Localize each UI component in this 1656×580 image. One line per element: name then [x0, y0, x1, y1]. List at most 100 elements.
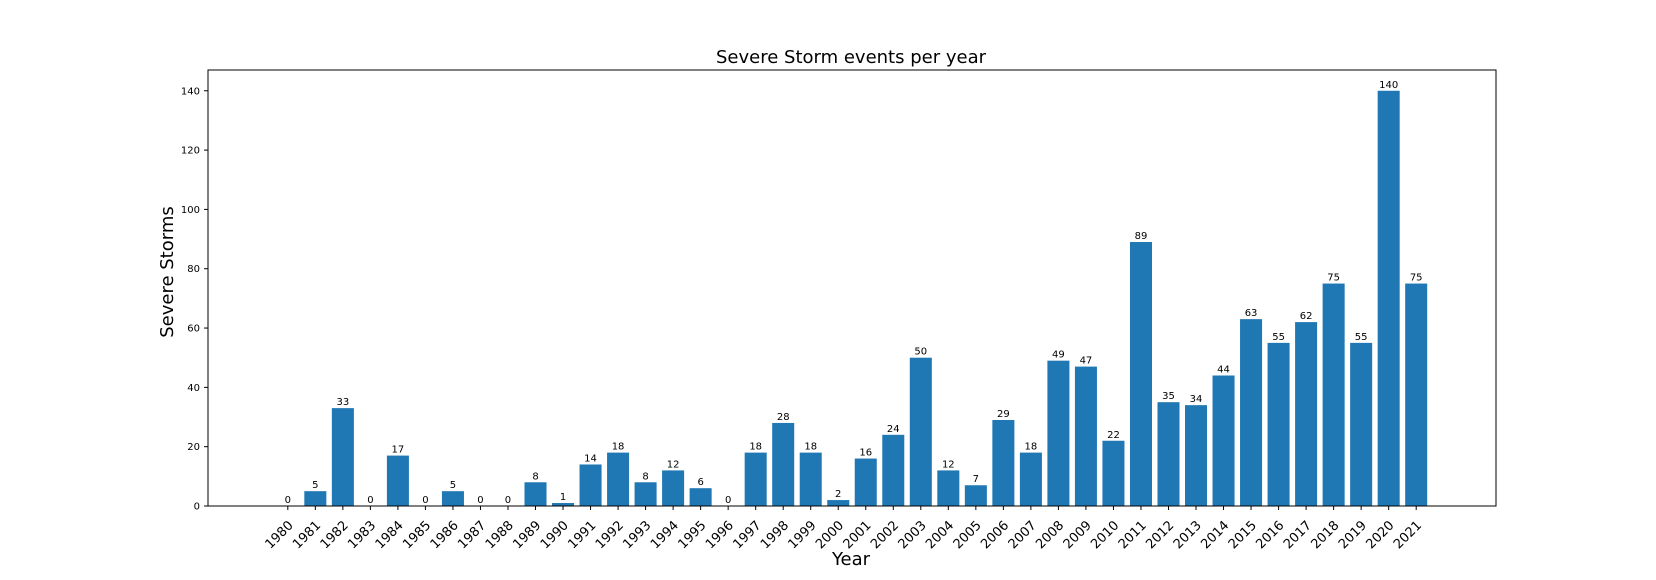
x-tick-label-1992: 1992	[593, 518, 627, 552]
x-tick-label-2018: 2018	[1308, 518, 1342, 552]
data-label-2012: 35	[1162, 391, 1175, 402]
x-tick-label-1982: 1982	[318, 518, 352, 552]
x-tick-label-1994: 1994	[648, 518, 682, 552]
bar-2004	[937, 470, 960, 506]
data-label-1982: 33	[336, 397, 349, 408]
chart-title: Severe Storm events per year	[716, 47, 987, 68]
bar-1984	[386, 455, 409, 506]
data-label-1990: 1	[560, 492, 566, 503]
data-label-1986: 5	[450, 480, 456, 491]
data-label-2018: 75	[1327, 273, 1340, 284]
bar-1997	[744, 452, 767, 506]
bar-2020	[1377, 90, 1400, 506]
x-tick-label-1997: 1997	[730, 518, 764, 552]
x-tick-label-2005: 2005	[951, 518, 985, 552]
x-tick-label-1981: 1981	[290, 518, 324, 552]
data-label-1981: 5	[312, 480, 318, 491]
x-tick-label-1985: 1985	[400, 518, 434, 552]
x-tick-label-2008: 2008	[1033, 518, 1067, 552]
data-label-2014: 44	[1217, 365, 1230, 376]
x-tick-label-1990: 1990	[538, 518, 572, 552]
x-tick-label-1995: 1995	[675, 518, 709, 552]
x-tick-label-2006: 2006	[978, 518, 1012, 552]
data-label-2016: 55	[1272, 332, 1285, 343]
axes-frame	[207, 69, 1497, 507]
bar-2002	[882, 434, 905, 506]
bar-1995	[689, 488, 712, 506]
bar-2018	[1322, 283, 1345, 506]
bar-2003	[909, 357, 932, 506]
bar-2007	[1019, 452, 1042, 506]
x-tick-label-1991: 1991	[565, 518, 599, 552]
y-tick-label: 100	[181, 205, 200, 216]
x-tick-label-2009: 2009	[1061, 518, 1095, 552]
data-label-2002: 24	[887, 424, 900, 435]
x-tick-label-1988: 1988	[483, 518, 517, 552]
data-label-1991: 14	[584, 453, 597, 464]
data-label-1999: 18	[804, 442, 817, 453]
bar-2012	[1157, 402, 1180, 506]
data-label-2006: 29	[997, 409, 1010, 420]
x-tick-label-2016: 2016	[1253, 518, 1287, 552]
x-tick-label-2002: 2002	[868, 518, 902, 552]
x-tick-label-2011: 2011	[1116, 518, 1150, 552]
bar-2010	[1102, 440, 1125, 506]
bar-2000	[827, 500, 850, 506]
bar-1998	[772, 422, 795, 506]
bar-2017	[1295, 322, 1318, 506]
data-label-2005: 7	[973, 474, 979, 485]
data-label-2001: 16	[859, 448, 872, 459]
x-tick-label-2014: 2014	[1198, 518, 1232, 552]
x-tick-label-2015: 2015	[1226, 518, 1260, 552]
data-label-1992: 18	[612, 442, 625, 453]
y-tick-label: 20	[187, 442, 200, 453]
x-tick-label-2007: 2007	[1006, 518, 1040, 552]
bar-1986	[441, 491, 464, 506]
x-tick-label-1986: 1986	[428, 518, 462, 552]
y-tick-label: 140	[181, 86, 200, 97]
data-label-1985: 0	[422, 495, 428, 506]
x-tick-label-2017: 2017	[1281, 518, 1315, 552]
y-tick-label: 40	[187, 383, 200, 394]
x-tick-label-2013: 2013	[1171, 518, 1205, 552]
bar-1982	[331, 408, 354, 506]
x-tick-label-1996: 1996	[703, 518, 737, 552]
data-label-2003: 50	[914, 347, 927, 358]
data-label-2011: 89	[1135, 231, 1148, 242]
x-tick-label-1989: 1989	[510, 518, 544, 552]
x-tick-label-2003: 2003	[896, 518, 930, 552]
bar-1981	[304, 491, 327, 506]
y-tick-label: 120	[181, 146, 200, 157]
data-label-2007: 18	[1025, 442, 1038, 453]
data-label-2015: 63	[1245, 308, 1258, 319]
data-label-1983: 0	[367, 495, 373, 506]
bar-1990	[552, 503, 575, 506]
y-tick-label: 80	[187, 264, 200, 275]
bar-2013	[1185, 405, 1208, 506]
bar-2006	[992, 419, 1015, 506]
x-tick-label-1983: 1983	[345, 518, 379, 552]
x-tick-label-1984: 1984	[373, 518, 407, 552]
bar-1992	[607, 452, 630, 506]
x-tick-label-2012: 2012	[1143, 518, 1177, 552]
bar-2019	[1350, 342, 1373, 506]
x-tick-label-2010: 2010	[1088, 518, 1122, 552]
bar-2009	[1074, 366, 1097, 506]
bar-2021	[1405, 283, 1428, 506]
y-tick-label: 60	[187, 324, 200, 335]
bar-2001	[854, 458, 877, 506]
bar-2015	[1240, 319, 1263, 506]
bar-1991	[579, 464, 602, 506]
data-label-1988: 0	[505, 495, 511, 506]
data-label-1984: 17	[392, 445, 405, 456]
x-tick-label-2000: 2000	[813, 518, 847, 552]
data-label-2020: 140	[1379, 80, 1398, 91]
data-label-2010: 22	[1107, 430, 1120, 441]
data-label-2019: 55	[1355, 332, 1368, 343]
x-tick-label-2019: 2019	[1336, 518, 1370, 552]
x-tick-label-1993: 1993	[620, 518, 654, 552]
bar-2016	[1267, 342, 1290, 506]
